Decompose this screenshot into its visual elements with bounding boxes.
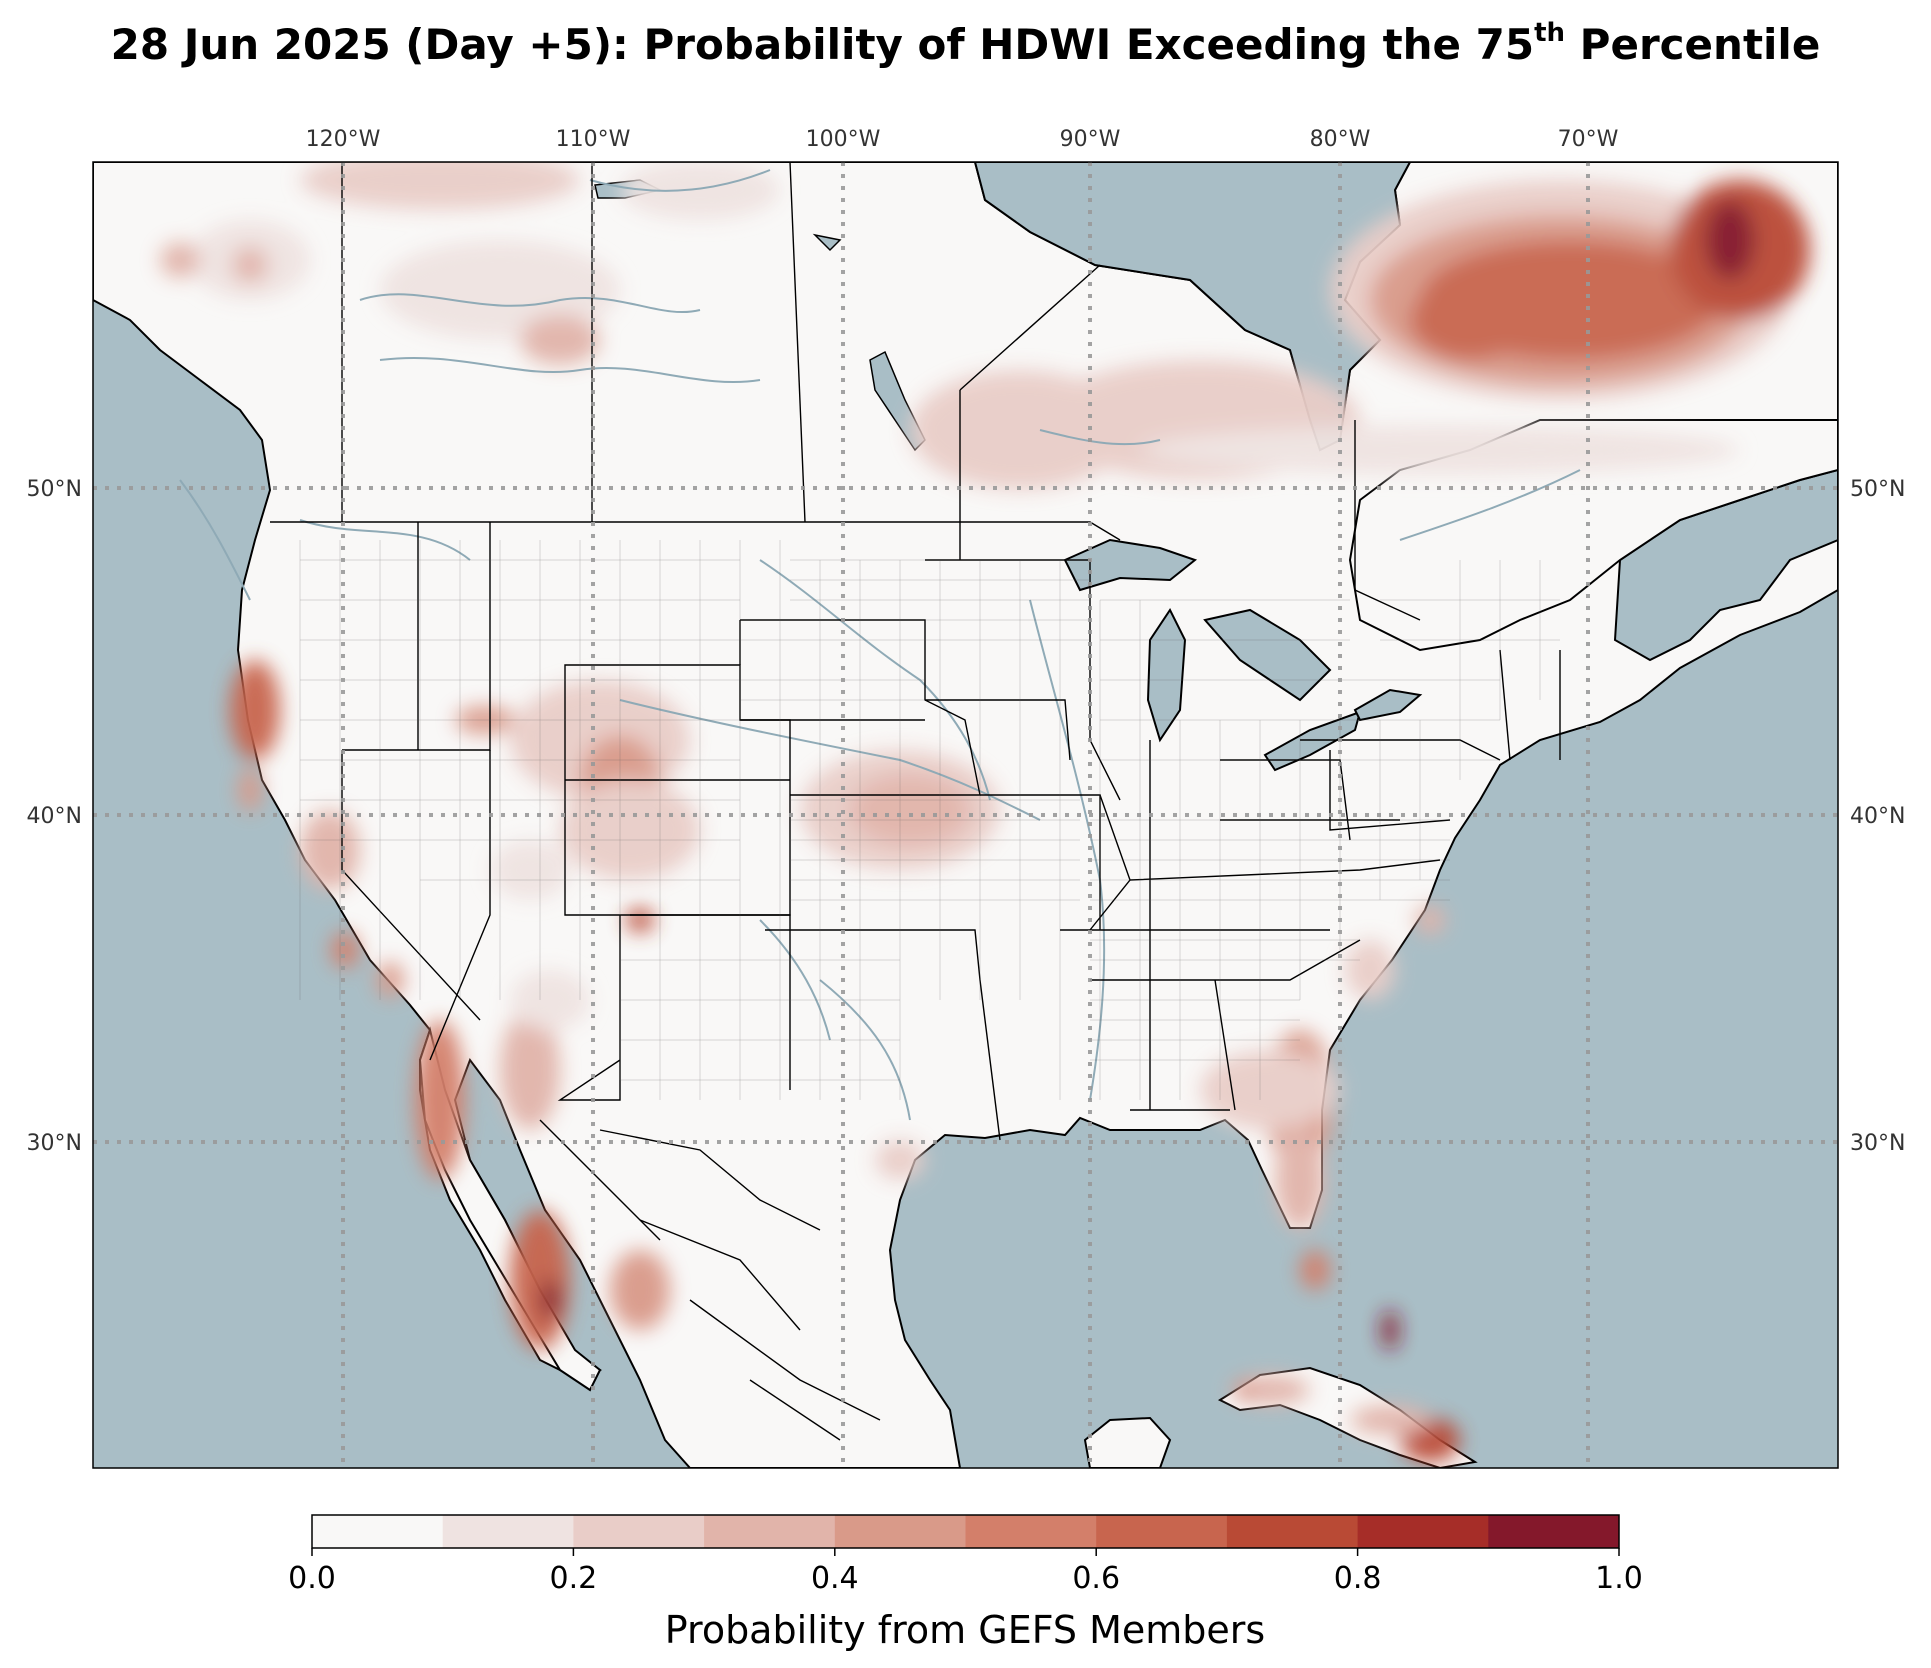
- great-lakes: [1063, 538, 1423, 772]
- colorbar-tick-label: 1.0: [1595, 1561, 1643, 1596]
- colorbar-tick-label: 0.0: [288, 1561, 336, 1596]
- lat-label-30n-right: 30°N: [1850, 1131, 1905, 1156]
- colorbar-segment: [312, 1515, 444, 1548]
- lon-label-70w: 70°W: [1558, 127, 1619, 152]
- colorbar-segment: [1488, 1515, 1620, 1548]
- lon-label-110w: 110°W: [556, 127, 631, 152]
- lon-label-90w: 90°W: [1060, 127, 1121, 152]
- map-title: 28 Jun 2025 (Day +5): Probability of HDW…: [0, 18, 1931, 69]
- title-superscript: th: [1534, 18, 1566, 48]
- land-yucatan: [1083, 1416, 1172, 1468]
- county-lines: [299, 540, 1560, 1100]
- colorbar-label: Probability from GEFS Members: [665, 1608, 1265, 1652]
- land-labrador-strip: [1348, 419, 1838, 652]
- colorbar-segment: [704, 1515, 836, 1548]
- colorbar-tick-label: 0.6: [1072, 1561, 1120, 1596]
- map-frame: [92, 161, 1839, 1469]
- colorbar-tick-label: 0.2: [550, 1561, 598, 1596]
- colorbar-segment: [573, 1515, 705, 1548]
- probability-field: [160, 162, 1810, 1462]
- title-tail: Percentile: [1565, 20, 1821, 69]
- lat-label-30n-left: 30°N: [27, 1131, 82, 1156]
- lon-label-80w: 80°W: [1310, 127, 1371, 152]
- title-main: 28 Jun 2025 (Day +5): Probability of HDW…: [110, 20, 1535, 69]
- lat-label-40n-left: 40°N: [27, 804, 82, 829]
- colorbar-segment: [442, 1515, 574, 1548]
- lon-label-120w: 120°W: [306, 127, 381, 152]
- colorbar-segment: [1357, 1515, 1489, 1548]
- lat-label-50n-left: 50°N: [27, 477, 82, 502]
- colorbar-segment: [1226, 1515, 1359, 1548]
- colorbar-segment: [1096, 1515, 1228, 1548]
- colorbar-frame: [311, 1514, 1620, 1549]
- rivers: [179, 169, 1581, 1121]
- lat-label-40n-right: 40°N: [1850, 804, 1905, 829]
- colorbar-tick-label: 0.4: [811, 1561, 859, 1596]
- colorbar-ticks: 0.0 0.2 0.4 0.6 0.8 1.0: [288, 1548, 1643, 1596]
- colorbar-tick-label: 0.8: [1334, 1561, 1382, 1596]
- colorbar: [312, 1515, 1620, 1548]
- colorbar-segment: [834, 1515, 966, 1548]
- colorbar-segment: [965, 1515, 1097, 1548]
- graticule: [93, 162, 1838, 1468]
- lon-label-100w: 100°W: [806, 127, 881, 152]
- lat-label-50n-right: 50°N: [1850, 477, 1905, 502]
